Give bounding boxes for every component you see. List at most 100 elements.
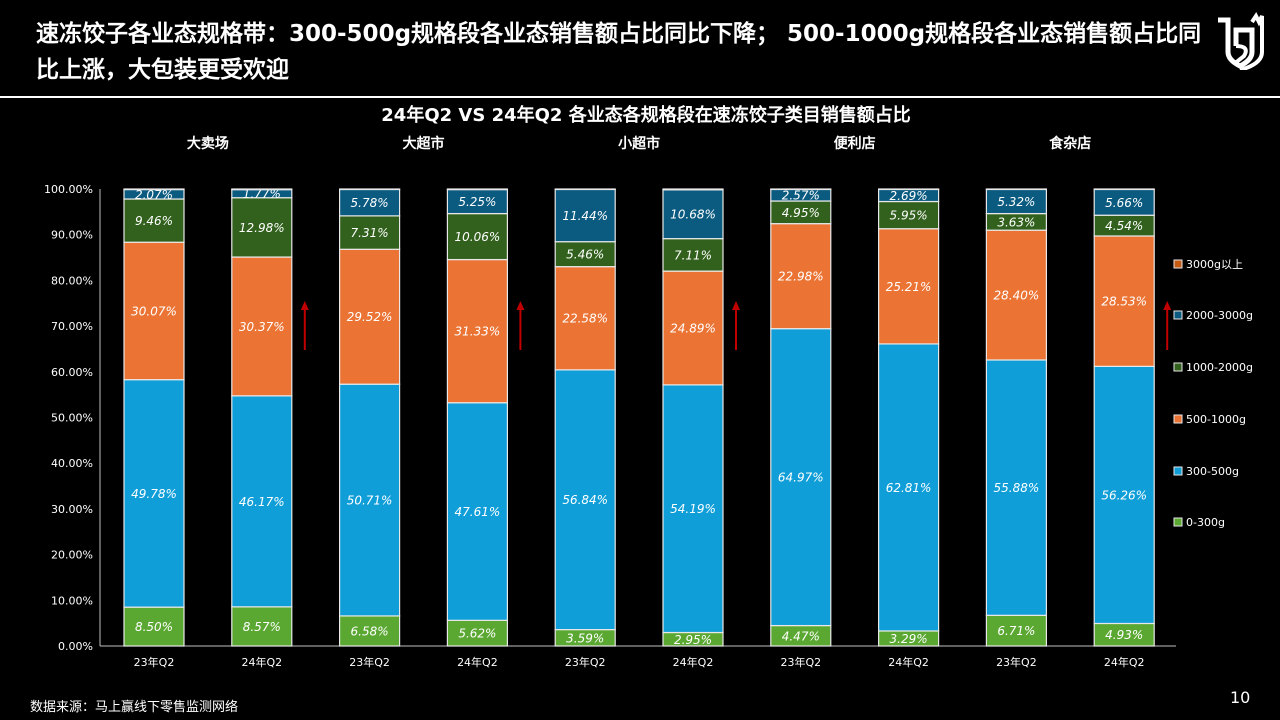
data-label: 3.29% <box>890 632 928 646</box>
x-tick-label: 24年Q2 <box>888 655 929 669</box>
bar-segment-500-1000g <box>123 241 185 381</box>
data-label: 2.69% <box>890 189 928 203</box>
bar-segment-3000g以上 <box>770 188 832 191</box>
bar-segment-0-300g <box>123 606 185 647</box>
y-tick-label: 50.00% <box>51 412 93 425</box>
data-label: 2.95% <box>674 633 712 647</box>
legend-swatch <box>1173 362 1183 372</box>
legend-label: 2000-3000g <box>1186 309 1253 322</box>
data-label: 5.32% <box>997 195 1035 209</box>
data-label: 64.97% <box>778 471 824 485</box>
data-label: 29.52% <box>347 310 393 324</box>
shield-crown-logo-icon <box>1218 12 1264 70</box>
bar-segment-1000-2000g <box>446 212 508 261</box>
bar-segment-0-300g <box>446 619 508 647</box>
legend-swatch <box>1173 310 1183 320</box>
up-arrow-head-icon <box>516 301 525 310</box>
data-label: 4.93% <box>1105 628 1143 642</box>
bar-segment-300-500g <box>877 343 940 632</box>
group-label: 大卖场 <box>187 135 229 152</box>
chart-title: 24年Q2 VS 24年Q2 各业态各规格段在速冻饺子类目销售额占比 <box>381 105 911 126</box>
bar-segment-3000g以上 <box>339 188 401 191</box>
data-label: 4.54% <box>1105 219 1143 233</box>
group-label: 便利店 <box>834 135 876 152</box>
data-label: 30.37% <box>239 320 285 334</box>
legend-label: 3000g以上 <box>1186 258 1243 271</box>
data-label: 11.44% <box>562 209 608 223</box>
data-label: 12.98% <box>239 221 285 235</box>
title-divider <box>0 96 1280 98</box>
y-tick-label: 0.00% <box>58 640 93 653</box>
data-label: 62.81% <box>886 481 932 495</box>
data-label: 5.95% <box>890 209 928 223</box>
bar-segment-2000-3000g <box>662 189 724 240</box>
data-label: 28.40% <box>994 289 1040 303</box>
legend-swatch <box>1173 517 1183 527</box>
bar-segment-3000g以上 <box>446 188 508 191</box>
bar-segment-2000-3000g <box>554 188 616 243</box>
bar-segment-500-1000g <box>339 248 401 385</box>
bar-segment-2000-3000g <box>985 188 1048 215</box>
x-tick-label: 23年Q2 <box>780 655 821 669</box>
bar-segment-1000-2000g <box>123 198 185 243</box>
data-label: 4.47% <box>782 629 820 643</box>
bar-segment-3000g以上 <box>1093 188 1155 191</box>
data-label: 22.98% <box>778 270 824 284</box>
legend-swatch <box>1173 414 1183 424</box>
data-label: 2.57% <box>782 189 820 203</box>
bar-segment-3000g以上 <box>231 188 293 191</box>
data-source: 数据来源：马上赢线下零售监测网络 <box>30 700 239 715</box>
bar-segment-1000-2000g <box>877 200 940 230</box>
bar-segment-300-500g <box>770 328 832 627</box>
data-label: 5.62% <box>458 627 496 641</box>
data-label: 30.07% <box>131 304 177 318</box>
data-label: 3.59% <box>566 631 604 645</box>
group-label: 食杂店 <box>1049 135 1091 152</box>
x-tick-label: 24年Q2 <box>457 655 498 669</box>
y-tick-label: 100.00% <box>44 183 93 196</box>
data-label: 24.89% <box>670 321 716 335</box>
bar-segment-2000-3000g <box>1093 188 1155 216</box>
data-label: 4.95% <box>782 206 820 220</box>
bar-segment-0-300g <box>339 615 401 647</box>
bar-segment-500-1000g <box>1093 235 1155 367</box>
x-tick-label: 24年Q2 <box>673 655 714 669</box>
data-label: 22.58% <box>562 312 608 326</box>
group-label: 大超市 <box>403 135 445 152</box>
bar-segment-300-500g <box>985 359 1048 616</box>
group-label: 小超市 <box>618 135 660 152</box>
y-tick-label: 40.00% <box>51 457 93 470</box>
bar-segment-500-1000g <box>446 258 508 404</box>
data-label: 49.78% <box>131 487 177 501</box>
x-tick-label: 24年Q2 <box>1104 655 1145 669</box>
data-label: 2.07% <box>135 188 173 202</box>
bar-segment-3000g以上 <box>554 188 616 191</box>
legend-label: 300-500g <box>1186 465 1239 478</box>
data-label: 54.19% <box>670 502 716 516</box>
bar-segment-3000g以上 <box>123 188 185 191</box>
up-arrow-head-icon <box>732 301 740 310</box>
data-label: 8.50% <box>135 620 173 634</box>
up-arrow-head-icon <box>300 301 309 310</box>
data-label: 28.53% <box>1101 295 1147 309</box>
x-tick-label: 24年Q2 <box>241 655 282 669</box>
legend-label: 1000-2000g <box>1186 361 1253 374</box>
bar-segment-3000g以上 <box>985 188 1048 191</box>
data-label: 10.68% <box>670 208 716 222</box>
data-label: 7.31% <box>351 226 389 240</box>
bar-segment-500-1000g <box>662 270 724 386</box>
data-label: 46.17% <box>239 495 285 509</box>
page-title: 速冻饺子各业态规格带：300-500g规格段各业态销售额占比同比下降； 500-… <box>36 21 1202 83</box>
data-label: 6.58% <box>351 624 389 638</box>
bar-segment-500-1000g <box>985 229 1048 361</box>
data-label: 56.26% <box>1101 488 1147 502</box>
data-label: 5.46% <box>566 248 604 262</box>
data-label: 10.06% <box>455 230 501 244</box>
x-tick-label: 23年Q2 <box>565 655 606 669</box>
legend-swatch <box>1173 466 1183 476</box>
data-label: 8.57% <box>243 620 281 634</box>
legend-label: 500-1000g <box>1186 413 1246 426</box>
y-tick-label: 70.00% <box>51 320 93 333</box>
data-label: 5.25% <box>458 195 496 209</box>
